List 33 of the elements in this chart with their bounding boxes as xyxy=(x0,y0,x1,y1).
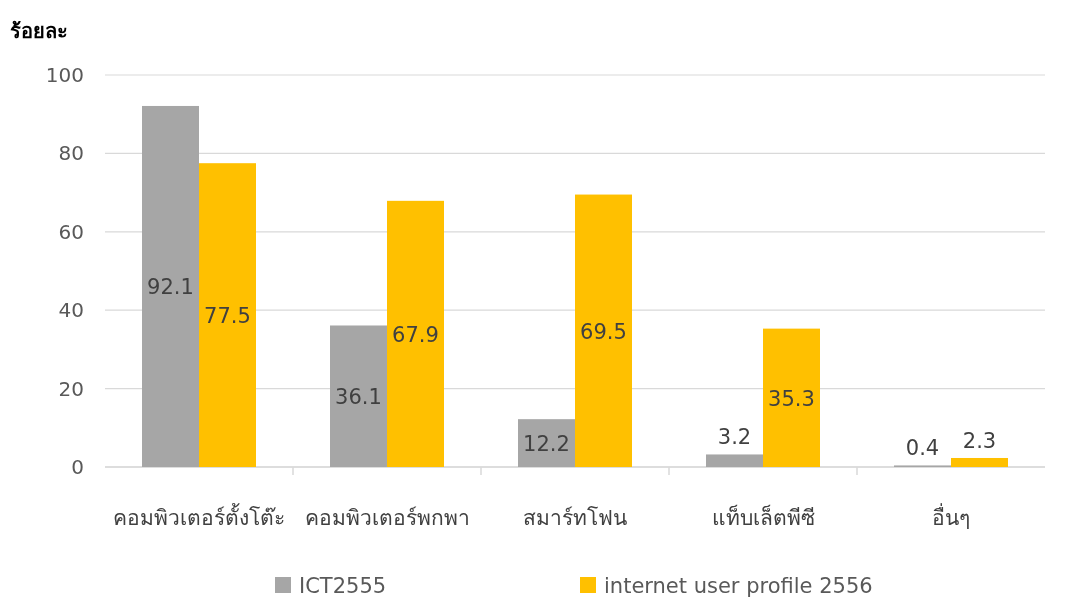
x-tick-label: คอมพิวเตอร์ตั้งโต๊ะ xyxy=(113,503,285,530)
y-tick-label: 60 xyxy=(58,219,84,244)
data-label: 69.5 xyxy=(580,319,627,344)
y-axis-title: ร้อยละ xyxy=(10,19,68,43)
y-tick-label: 40 xyxy=(58,298,84,323)
legend-label: internet user profile 2556 xyxy=(604,574,873,598)
y-tick-label: 100 xyxy=(45,63,84,87)
bar xyxy=(706,454,763,467)
data-label: 2.3 xyxy=(962,428,997,453)
bar xyxy=(575,194,632,467)
y-tick-label: 20 xyxy=(58,376,84,401)
x-tick-label: สมาร์ทโฟน xyxy=(523,506,627,530)
data-label: 3.2 xyxy=(717,425,752,450)
x-tick-label: แท็บเล็ตพีซี xyxy=(711,504,815,530)
x-tick-label: อื่นๆ xyxy=(932,503,970,530)
x-tick-label: คอมพิวเตอร์พกพา xyxy=(304,506,470,530)
bar xyxy=(330,325,387,467)
data-label: 35.3 xyxy=(768,386,815,411)
data-label: 92.1 xyxy=(147,275,194,300)
bar xyxy=(199,163,256,467)
y-tick-label: 80 xyxy=(58,141,84,166)
bar xyxy=(142,105,199,467)
bar xyxy=(387,200,444,467)
y-tick-label: 0 xyxy=(71,455,84,479)
bar xyxy=(951,457,1008,467)
bar xyxy=(518,419,575,467)
legend-label: ICT2555 xyxy=(299,574,387,598)
data-label: 36.1 xyxy=(335,385,382,410)
data-label: 0.4 xyxy=(905,436,940,461)
data-label: 77.5 xyxy=(204,304,251,329)
bar xyxy=(763,328,820,467)
data-label: 12.2 xyxy=(523,432,570,457)
data-label: 67.9 xyxy=(392,322,439,347)
